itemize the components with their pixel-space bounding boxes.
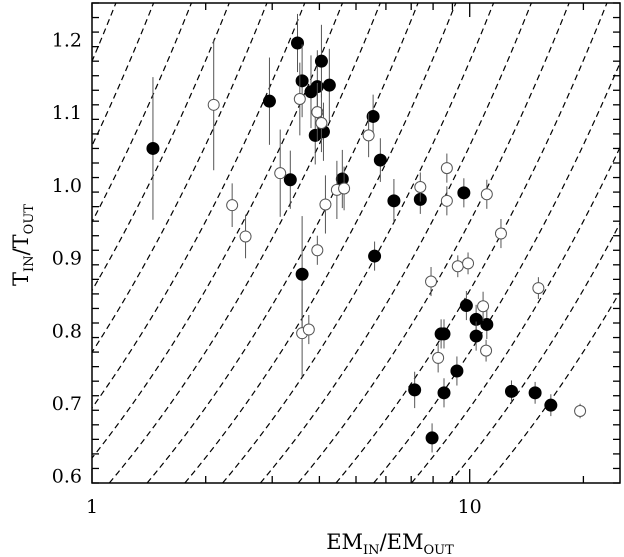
open-data-point xyxy=(207,98,220,111)
reference-curves xyxy=(92,3,620,483)
open-data-point xyxy=(477,300,490,313)
open-data-point xyxy=(440,162,453,175)
open-data-point xyxy=(440,194,453,207)
filled-data-point xyxy=(544,398,558,412)
filled-data-point xyxy=(262,94,276,108)
open-data-point xyxy=(311,106,324,119)
open-data-point xyxy=(480,344,493,357)
tick-labels: 1 10 0.6 0.7 0.8 0.9 1.0 1.1 1.2 xyxy=(52,29,482,518)
reference-curve xyxy=(335,3,608,483)
y-tick-label: 0.9 xyxy=(52,248,82,270)
open-data-point xyxy=(462,257,475,270)
open-data-point xyxy=(494,227,507,240)
open-data-point xyxy=(274,167,287,180)
reference-curve xyxy=(184,3,457,483)
filled-data-point xyxy=(322,78,336,92)
y-tick-label: 1.2 xyxy=(52,29,82,51)
filled-data-point xyxy=(437,327,451,341)
open-data-point xyxy=(226,199,239,212)
y-tick-label: 1.0 xyxy=(52,175,82,197)
reference-curve xyxy=(259,3,532,483)
reference-curve xyxy=(92,3,306,409)
filled-data-point xyxy=(314,54,328,68)
filled-data-point xyxy=(146,141,160,155)
open-data-point xyxy=(293,93,306,105)
open-data-point xyxy=(362,129,375,142)
reference-curve xyxy=(92,3,344,459)
filled-data-point xyxy=(457,186,471,200)
filled-data-point xyxy=(290,36,304,50)
filled-data-point xyxy=(480,317,494,331)
open-data-point xyxy=(338,182,351,195)
data-points xyxy=(146,13,587,453)
filled-data-point xyxy=(437,386,451,400)
open-data-point xyxy=(239,230,252,243)
y-axis-title: TIN/TOUT xyxy=(9,204,37,286)
open-data-point xyxy=(532,282,545,295)
filled-data-point xyxy=(295,74,309,88)
open-data-point xyxy=(451,260,464,273)
open-data-point xyxy=(302,323,315,336)
plot-frame xyxy=(91,2,621,484)
filled-data-point xyxy=(295,267,309,281)
reference-curve xyxy=(146,3,419,483)
reference-curve xyxy=(297,3,570,483)
open-data-point xyxy=(319,198,332,211)
filled-data-point xyxy=(373,153,387,167)
open-data-point xyxy=(311,244,324,257)
y-tick-label: 0.6 xyxy=(52,466,82,488)
filled-data-point xyxy=(450,364,464,378)
filled-data-point xyxy=(408,383,422,397)
x-tick-label: 10 xyxy=(458,496,482,518)
y-tick-label: 1.1 xyxy=(52,102,82,124)
filled-data-point xyxy=(459,299,473,313)
reference-curve xyxy=(108,3,381,483)
reference-curve xyxy=(448,222,620,483)
open-data-point xyxy=(432,351,445,364)
filled-data-point xyxy=(368,249,382,263)
open-data-point xyxy=(480,188,493,201)
reference-curve xyxy=(222,3,495,483)
axis-ticks xyxy=(91,2,620,484)
y-tick-label: 0.7 xyxy=(52,393,82,415)
open-data-point xyxy=(414,181,427,193)
reference-curve xyxy=(486,290,620,483)
filled-data-point xyxy=(283,173,297,187)
filled-data-point xyxy=(469,329,483,343)
open-data-point xyxy=(425,275,438,288)
open-data-point xyxy=(574,405,587,417)
filled-data-point xyxy=(366,109,380,123)
filled-data-point xyxy=(425,431,439,445)
filled-data-point xyxy=(528,386,542,400)
reference-curve xyxy=(411,146,620,483)
y-tick-label: 0.8 xyxy=(52,320,82,342)
x-axis-title: EMIN/EMOUT xyxy=(326,530,454,557)
x-tick-label: 1 xyxy=(86,496,98,518)
filled-data-point xyxy=(387,194,401,208)
filled-data-point xyxy=(504,384,518,398)
reference-curve xyxy=(373,61,620,483)
reference-curve xyxy=(92,3,230,292)
open-data-point xyxy=(315,117,328,129)
reference-curve xyxy=(92,3,268,354)
